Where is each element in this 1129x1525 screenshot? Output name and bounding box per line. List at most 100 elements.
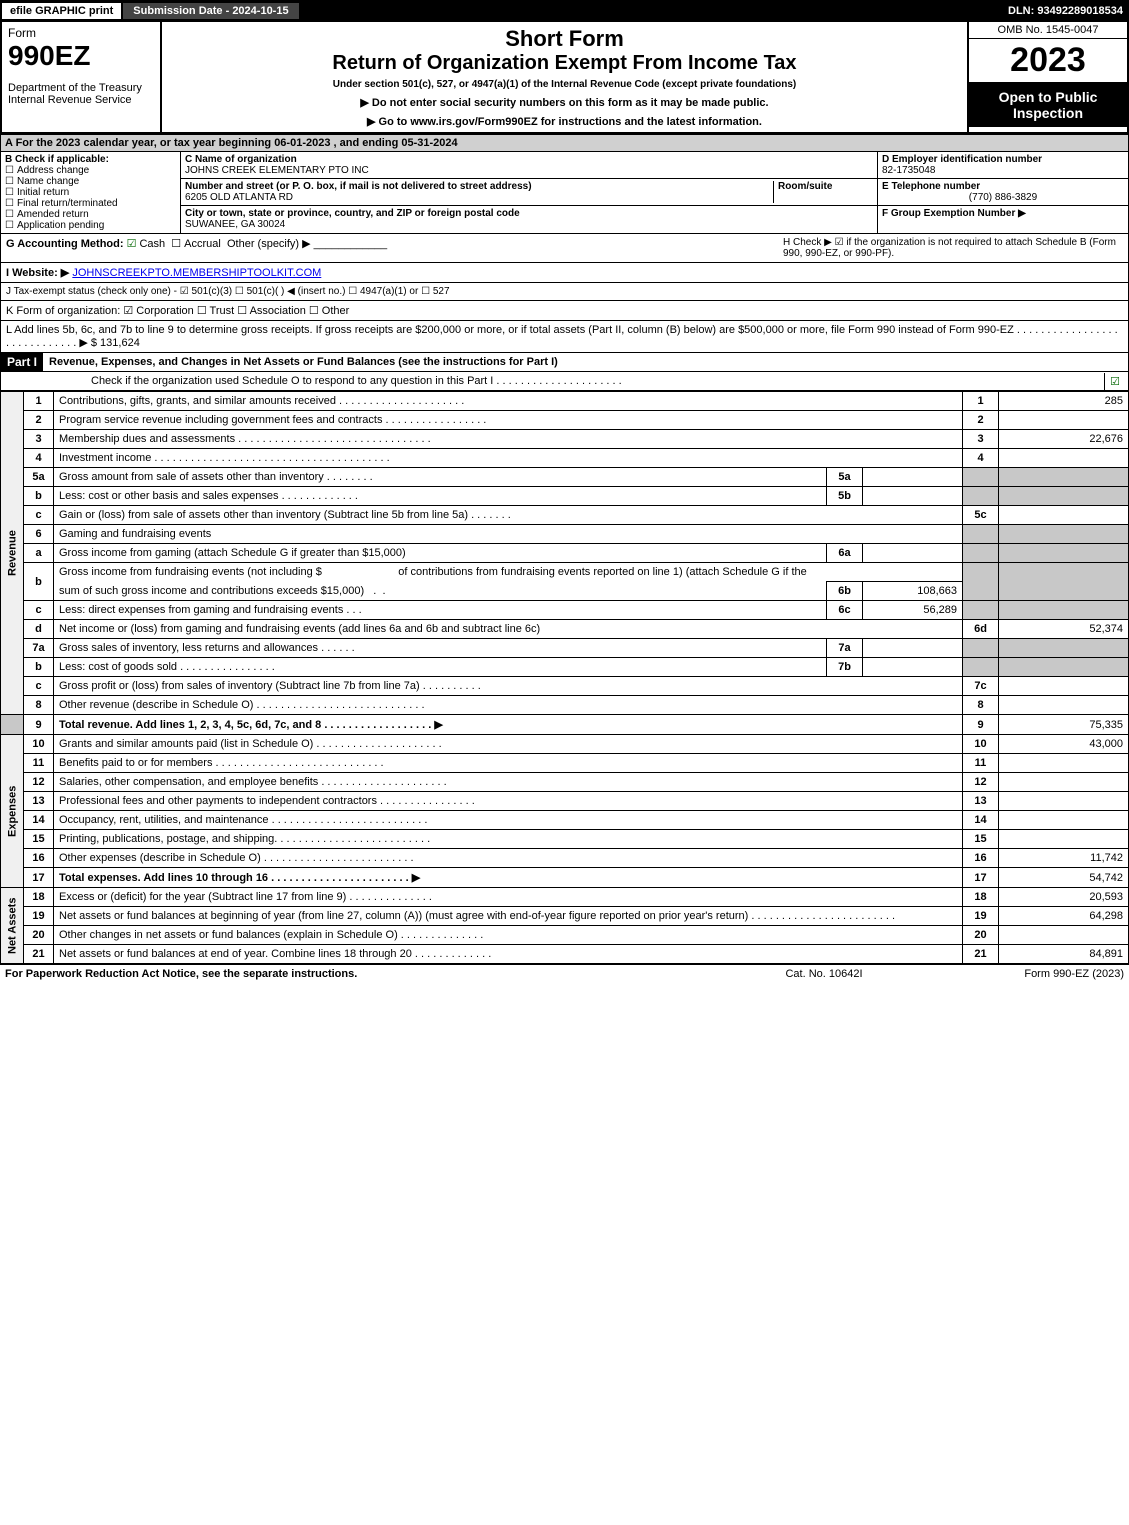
spacer-row [1, 715, 24, 735]
line-7c-desc: Gross profit or (loss) from sales of inv… [54, 677, 963, 696]
shade-6c-v [999, 601, 1129, 620]
line-3-rnum: 3 [963, 430, 999, 449]
check-amended-return[interactable]: Amended return [5, 209, 176, 220]
line-19-rnum: 19 [963, 907, 999, 926]
part-i-table: Revenue 1 Contributions, gifts, grants, … [0, 391, 1129, 964]
line-6d-desc: Net income or (loss) from gaming and fun… [54, 620, 963, 639]
line-5c-value [999, 506, 1129, 525]
line-16-rnum: 16 [963, 849, 999, 868]
line-6a-subnum: 6a [827, 544, 863, 563]
footer-paperwork: For Paperwork Reduction Act Notice, see … [5, 968, 724, 980]
shade-5b-v [999, 487, 1129, 506]
b-title: B Check if applicable: [5, 154, 176, 165]
line-13-value [999, 792, 1129, 811]
shade-6b-v [999, 563, 1129, 601]
f-group-exemption: F Group Exemption Number ▶ [882, 208, 1124, 219]
line-4-desc: Investment income . . . . . . . . . . . … [54, 449, 963, 468]
line-8-rnum: 8 [963, 696, 999, 715]
tax-year: 2023 [969, 39, 1127, 83]
line-5c-desc: Gain or (loss) from sale of assets other… [54, 506, 963, 525]
line-5a-subval [863, 468, 963, 487]
line-6b-text-a: Gross income from fundraising events (no… [59, 566, 322, 578]
check-initial-return[interactable]: Initial return [5, 187, 176, 198]
line-12-desc: Salaries, other compensation, and employ… [54, 773, 963, 792]
shade-6-v [999, 525, 1129, 544]
dln: DLN: 93492289018534 [1008, 5, 1129, 17]
line-18-value: 20,593 [999, 888, 1129, 907]
line-9-rnum: 9 [963, 715, 999, 735]
line-19-desc: Net assets or fund balances at beginning… [54, 907, 963, 926]
omb-number: OMB No. 1545-0047 [969, 22, 1127, 39]
line-5b-subnum: 5b [827, 487, 863, 506]
line-17-desc: Total expenses. Add lines 10 through 16 … [54, 868, 963, 888]
line-6d-value: 52,374 [999, 620, 1129, 639]
submission-date: Submission Date - 2024-10-15 [123, 3, 300, 19]
website-link[interactable]: JOHNSCREEKPTO.MEMBERSHIPTOOLKIT.COM [72, 267, 321, 279]
line-11-value [999, 754, 1129, 773]
org-info-grid: B Check if applicable: Address change Na… [0, 152, 1129, 234]
line-8-value [999, 696, 1129, 715]
line-3-desc: Membership dues and assessments . . . . … [54, 430, 963, 449]
line-20-rnum: 20 [963, 926, 999, 945]
part-i-checkbox[interactable] [1104, 373, 1128, 390]
line-10-value: 43,000 [999, 735, 1129, 754]
form-header: Form 990EZ Department of the Treasury In… [0, 22, 1129, 134]
line-20-desc: Other changes in net assets or fund bala… [54, 926, 963, 945]
line-6d-rnum: 6d [963, 620, 999, 639]
line-6b-desc-a: Gross income from fundraising events (no… [54, 563, 963, 582]
section-b-checkboxes: B Check if applicable: Address change Na… [1, 152, 181, 233]
header-left: Form 990EZ Department of the Treasury In… [2, 22, 162, 132]
line-1-rnum: 1 [963, 392, 999, 411]
row-g-h: G Accounting Method: Cash Accrual Other … [0, 234, 1129, 263]
line-7b-subnum: 7b [827, 658, 863, 677]
line-6a-subval [863, 544, 963, 563]
check-address-change[interactable]: Address change [5, 165, 176, 176]
shade-6c [963, 601, 999, 620]
section-def: D Employer identification number 82-1735… [878, 152, 1128, 233]
line-9-value: 75,335 [999, 715, 1129, 735]
row-i-website: I Website: ▶ JOHNSCREEKPTO.MEMBERSHIPTOO… [0, 263, 1129, 283]
line-10-desc: Grants and similar amounts paid (list in… [54, 735, 963, 754]
part-i-check-text: Check if the organization used Schedule … [1, 372, 1104, 390]
line-21-rnum: 21 [963, 945, 999, 964]
footer-catno: Cat. No. 10642I [724, 968, 924, 980]
g-cash[interactable]: Cash [127, 238, 166, 250]
line-18-rnum: 18 [963, 888, 999, 907]
line-12-value [999, 773, 1129, 792]
side-revenue: Revenue [1, 392, 24, 715]
line-7a-subnum: 7a [827, 639, 863, 658]
line-3-value: 22,676 [999, 430, 1129, 449]
line-7c-value [999, 677, 1129, 696]
g-accounting: G Accounting Method: Cash Accrual Other … [6, 237, 783, 259]
g-accrual[interactable]: Accrual [171, 238, 221, 250]
return-title: Return of Organization Exempt From Incom… [168, 52, 961, 75]
c-room-label: Room/suite [778, 181, 873, 192]
line-9-desc: Total revenue. Add lines 1, 2, 3, 4, 5c,… [54, 715, 963, 735]
line-16-desc: Other expenses (describe in Schedule O) … [54, 849, 963, 868]
check-final-return[interactable]: Final return/terminated [5, 198, 176, 209]
shade-5a [963, 468, 999, 487]
g-label: G Accounting Method: [6, 238, 124, 250]
check-name-change[interactable]: Name change [5, 176, 176, 187]
shade-6b [963, 563, 999, 601]
row-k-form-org: K Form of organization: ☑ Corporation ☐ … [0, 301, 1129, 321]
line-8-desc: Other revenue (describe in Schedule O) .… [54, 696, 963, 715]
line-17-value: 54,742 [999, 868, 1129, 888]
line-15-rnum: 15 [963, 830, 999, 849]
line-1-desc: Contributions, gifts, grants, and simila… [54, 392, 963, 411]
shade-7a-v [999, 639, 1129, 658]
check-application-pending[interactable]: Application pending [5, 220, 176, 231]
section-c-org: C Name of organization JOHNS CREEK ELEME… [181, 152, 878, 233]
line-6c-desc: Less: direct expenses from gaming and fu… [54, 601, 827, 620]
c-addr-label: Number and street (or P. O. box, if mail… [185, 181, 773, 192]
shade-7b [963, 658, 999, 677]
open-public-inspection: Open to Public Inspection [969, 83, 1127, 127]
shade-7b-v [999, 658, 1129, 677]
l-text: L Add lines 5b, 6c, and 7b to line 9 to … [6, 324, 1118, 349]
part-i-check-row: Check if the organization used Schedule … [0, 372, 1129, 391]
line-12-rnum: 12 [963, 773, 999, 792]
footer-form: Form 990-EZ (2023) [924, 968, 1124, 980]
line-17-rnum: 17 [963, 868, 999, 888]
line-7a-desc: Gross sales of inventory, less returns a… [54, 639, 827, 658]
phone-value: (770) 886-3829 [882, 192, 1124, 203]
